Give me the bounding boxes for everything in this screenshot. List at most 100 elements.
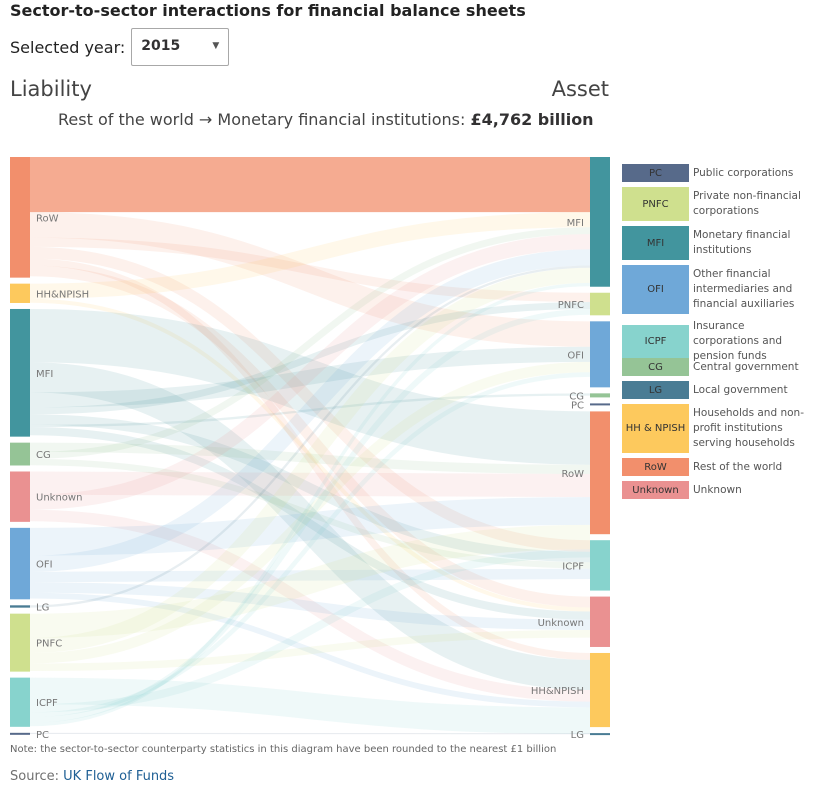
legend-item[interactable]: RoW Rest of the world — [622, 458, 813, 476]
flow-ofi-to-mfi[interactable] — [29, 249, 591, 572]
liability-node-lg[interactable] — [10, 605, 30, 608]
legend-swatch: PC — [622, 164, 689, 182]
flow-icpf-to-ofi[interactable] — [29, 372, 591, 718]
legend-swatch: ICPF — [622, 324, 689, 359]
asset-node-pnfc[interactable] — [590, 292, 610, 316]
flow-ofi-to-row[interactable] — [29, 497, 591, 556]
liability-node-label: OFI — [36, 560, 53, 571]
legend-item[interactable]: PC Public corporations — [622, 164, 813, 182]
caption-from: Rest of the world — [58, 110, 194, 129]
legend-label: Private non-financial corporations — [693, 190, 801, 217]
legend-swatch: PNFC — [622, 187, 689, 221]
liability-node-cg[interactable] — [10, 442, 30, 466]
asset-node-cg[interactable] — [590, 393, 610, 398]
legend-item[interactable]: ICPF Insurance corporations and pension f… — [622, 319, 813, 364]
flow-unknown-to-row[interactable] — [29, 471, 591, 498]
flow-icpf-to-pnfc[interactable] — [29, 308, 591, 723]
asset-node-pc[interactable] — [590, 403, 610, 406]
flow-mfi-to-unknown[interactable] — [29, 427, 591, 620]
asset-node-lg[interactable] — [590, 733, 610, 736]
legend-item[interactable]: LG Local government — [622, 381, 813, 399]
year-select[interactable]: 2015 ▼ — [131, 28, 230, 66]
flow-lg-to-mfi[interactable] — [29, 265, 591, 608]
flow-pnfc-to-row[interactable] — [29, 524, 591, 638]
flow-row-to-unknown[interactable] — [29, 265, 591, 608]
flow-pnfc-to-mfi[interactable] — [29, 267, 591, 654]
legend-label: Households and non-profit institutions s… — [693, 407, 804, 449]
liability-node-ofi[interactable] — [10, 527, 30, 600]
liability-node-label: MFI — [36, 369, 53, 380]
legend-label: Monetary financial institutions — [693, 229, 791, 256]
liability-node-pc[interactable] — [10, 732, 30, 735]
caption-separator: : — [460, 110, 471, 129]
legend-item[interactable]: MFI Monetary financial institutions — [622, 226, 813, 260]
liability-node-icpf[interactable] — [10, 677, 30, 727]
asset-node-row[interactable] — [590, 411, 610, 535]
legend-label: Local government — [693, 383, 788, 396]
liability-node-hhnpish[interactable] — [10, 283, 30, 303]
legend-label: Insurance corporations and pension funds — [693, 320, 783, 362]
legend-item[interactable]: PNFC Private non-financial corporations — [622, 187, 813, 221]
flow-ofi-to-icpf[interactable] — [29, 568, 591, 583]
flow-row-to-ofi[interactable] — [29, 212, 591, 347]
flow-mfi-to-hhnpish[interactable] — [29, 362, 591, 691]
flow-hhnpish-to-mfi[interactable] — [29, 212, 591, 299]
year-selector-row: Selected year: 2015 ▼ — [10, 27, 230, 67]
legend-item[interactable]: OFI Other financial intermediaries and fi… — [622, 265, 813, 314]
flow-caption: Rest of the world → Monetary financial i… — [58, 110, 594, 129]
asset-node-unknown[interactable] — [590, 596, 610, 647]
source-prefix: Source: — [10, 769, 64, 784]
flow-mfi-to-cg[interactable] — [29, 393, 591, 428]
flow-cg-to-mfi[interactable] — [29, 227, 591, 459]
caption-value: £4,762 billion — [470, 110, 594, 129]
liability-node-unknown[interactable] — [10, 471, 30, 522]
flow-cg-to-icpf[interactable] — [29, 458, 591, 569]
flow-mfi-to-icpf[interactable] — [29, 414, 591, 563]
asset-node-ofi[interactable] — [590, 321, 610, 388]
flow-unknown-to-hhnpish[interactable] — [29, 509, 591, 702]
legend-swatch: Unknown — [622, 481, 689, 499]
flow-ofi-to-hhnpish[interactable] — [29, 592, 591, 708]
liability-node-label: CG — [36, 450, 51, 461]
asset-node-label: Unknown — [538, 618, 584, 629]
sankey-links — [29, 157, 591, 735]
flow-icpf-to-hhnpish[interactable] — [29, 677, 591, 735]
flow-pnfc-to-ofi[interactable] — [29, 361, 591, 664]
chevron-down-icon: ▼ — [212, 41, 220, 51]
legend-label: Unknown — [693, 483, 742, 496]
asset-node-label: LG — [571, 730, 584, 741]
legend-swatch: HH & NPISH — [622, 404, 689, 453]
legend-label: Other financial intermediaries and finan… — [693, 268, 795, 310]
asset-node-icpf[interactable] — [590, 540, 610, 591]
flow-icpf-to-mfi[interactable] — [29, 282, 591, 727]
flow-hhnpish-to-unknown[interactable] — [29, 298, 591, 612]
legend-label: Public corporations — [693, 166, 794, 179]
flow-row-to-pnfc[interactable] — [29, 237, 591, 303]
flow-unknown-to-mfi[interactable] — [29, 234, 591, 510]
flow-mfi-to-ofi[interactable] — [29, 346, 591, 408]
flow-row-to-hhnpish[interactable] — [29, 258, 591, 660]
flow-pnfc-to-unknown[interactable] — [29, 630, 591, 671]
liability-node-pnfc[interactable] — [10, 613, 30, 672]
legend-swatch: MFI — [622, 226, 689, 260]
asset-node-label: OFI — [567, 350, 584, 361]
legend-swatch: RoW — [622, 458, 689, 476]
year-label: Selected year: — [10, 37, 126, 57]
asset-node-label: RoW — [561, 469, 584, 480]
flow-row-to-icpf[interactable] — [29, 246, 591, 552]
legend-item[interactable]: HH & NPISH Households and non-profit inst… — [622, 404, 813, 453]
source-link[interactable]: UK Flow of Funds — [63, 769, 175, 784]
asset-node-label: MFI — [567, 218, 584, 229]
flow-mfi-to-row[interactable] — [29, 308, 591, 465]
liability-node-mfi[interactable] — [10, 308, 30, 437]
liability-node-row[interactable] — [10, 157, 30, 278]
flow-cg-to-row[interactable] — [29, 442, 591, 474]
flow-icpf-to-row[interactable] — [29, 549, 591, 713]
asset-node-mfi[interactable] — [590, 157, 610, 287]
flow-ofi-to-unknown[interactable] — [29, 582, 591, 631]
legend-item[interactable]: Unknown Unknown — [622, 481, 813, 499]
legend-item[interactable]: CG Central government — [622, 358, 813, 376]
asset-node-hhnpish[interactable] — [590, 652, 610, 728]
sankey-diagram: RoW HH&NPISH MFI CG Unknown OFI LG PNFC ICPF PC MF… — [10, 157, 610, 741]
flow-mfi-to-pnfc[interactable] — [29, 302, 591, 415]
